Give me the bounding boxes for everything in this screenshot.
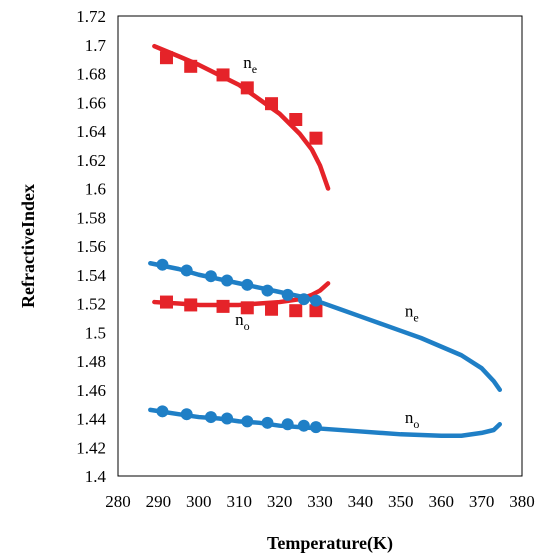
y-tick-label: 1.42	[76, 438, 106, 457]
series-7-circle-marker	[261, 416, 274, 429]
y-tick-label: 1.68	[76, 65, 106, 84]
annotation-label-1: no	[235, 310, 250, 333]
series-5-circle-marker	[297, 293, 310, 306]
y-axis-title: RefractiveIndex	[18, 184, 38, 308]
y-tick-label: 1.58	[76, 208, 106, 227]
x-tick-label: 370	[469, 492, 495, 511]
y-tick-label: 1.46	[76, 381, 106, 400]
series-5-circle-marker	[309, 294, 322, 307]
x-tick-label: 280	[105, 492, 131, 511]
series-3-square-marker	[309, 304, 323, 318]
x-tick-label: 310	[226, 492, 252, 511]
series-3-square-marker	[289, 304, 303, 318]
x-tick-label: 330	[307, 492, 333, 511]
y-tick-label: 1.64	[76, 122, 106, 141]
x-tick-label: 300	[186, 492, 212, 511]
series-6-blue-curve	[148, 407, 503, 438]
series-4-blue-curve	[148, 261, 503, 392]
y-tick-label: 1.56	[76, 237, 106, 256]
y-tick-label: 1.72	[76, 7, 106, 26]
series-7-circle-marker	[156, 405, 169, 418]
series-7-circle-marker	[204, 411, 217, 424]
annotation-label-0: ne	[243, 53, 257, 76]
series-7-circle-marker	[281, 418, 294, 431]
x-tick-label: 350	[388, 492, 414, 511]
series-7-circle-marker	[241, 415, 254, 428]
series-7-circle-marker	[309, 421, 322, 434]
series-3-square-marker	[216, 299, 230, 313]
series-7-circle-marker	[221, 412, 234, 425]
x-tick-labels: 280 290 300 310 320 330 340 350 360 370 380	[105, 492, 535, 511]
y-tick-label: 1.52	[76, 295, 106, 314]
y-tick-label: 1.48	[76, 352, 106, 371]
y-tick-label: 1.44	[76, 410, 106, 429]
series-5-circle-marker	[180, 264, 193, 277]
y-tick-label: 1.5	[85, 323, 106, 342]
x-tick-label: 290	[146, 492, 172, 511]
plot-frame	[117, 15, 523, 477]
y-tick-label: 1.4	[85, 467, 107, 486]
series-layer	[148, 43, 503, 438]
series-1-square-marker	[309, 131, 323, 145]
y-tick-labels: 1.4 1.42 1.44 1.46 1.48 1.5 1.52 1.54 1.56 1.58 1.…	[76, 7, 106, 486]
plot-border	[117, 15, 523, 477]
annotation-layer: ne no ne no	[235, 53, 419, 431]
annotation-label-2: ne	[405, 301, 419, 324]
annotation-label-3: no	[405, 408, 420, 431]
x-tick-label: 360	[428, 492, 454, 511]
x-tick-label: 380	[509, 492, 535, 511]
series-3-square-marker	[265, 302, 279, 316]
series-1-square-marker	[216, 68, 230, 82]
series-5-circle-marker	[261, 284, 274, 297]
y-tick-label: 1.54	[76, 266, 106, 285]
series-3-square-marker	[240, 301, 254, 315]
series-5-circle-marker	[156, 258, 169, 271]
series-5-circle-marker	[281, 288, 294, 301]
y-tick-label: 1.7	[85, 36, 107, 55]
series-3-square-marker	[184, 298, 198, 312]
series-1-square-marker	[265, 97, 279, 111]
series-1-square-marker	[159, 51, 173, 65]
y-tick-label: 1.62	[76, 151, 106, 170]
series-3-square-marker	[159, 295, 173, 309]
series-7-circle-marker	[297, 419, 310, 432]
series-5-circle-marker	[221, 274, 234, 287]
series-1-square-marker	[289, 113, 303, 126]
x-tick-label: 320	[267, 492, 293, 511]
x-axis-title: Temperature(K)	[267, 533, 393, 554]
series-5-circle-marker	[241, 278, 254, 291]
y-tick-label: 1.66	[76, 93, 106, 112]
x-tick-label: 340	[348, 492, 374, 511]
series-7-circle-marker	[180, 408, 193, 421]
y-tick-label: 1.6	[85, 180, 106, 199]
series-1-square-marker	[240, 81, 254, 95]
series-5-circle-marker	[204, 270, 217, 283]
series-1-square-marker	[184, 59, 198, 73]
